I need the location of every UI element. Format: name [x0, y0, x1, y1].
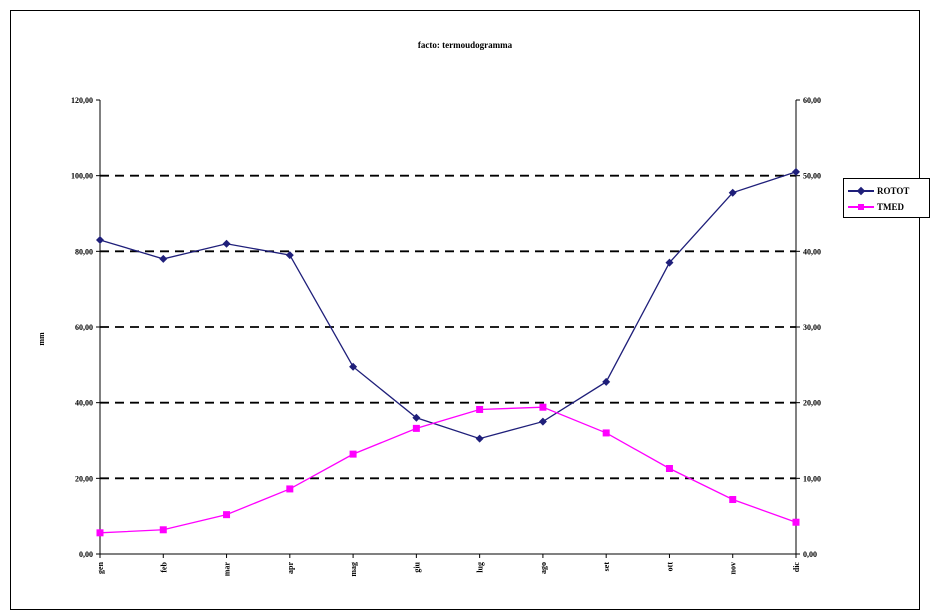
data-point-tmed	[665, 464, 673, 472]
legend-swatch-tmed	[848, 202, 874, 212]
legend-item-rotot: ROTOT	[848, 184, 909, 198]
data-point-rotot	[475, 434, 484, 443]
data-point-tmed	[286, 485, 294, 493]
y-tick-label-right: 40,00	[803, 247, 821, 256]
gridlines	[100, 174, 796, 480]
y-tick-label-left: 40,00	[75, 399, 93, 408]
x-tick-label: mar	[223, 562, 232, 577]
data-point-tmed	[349, 450, 357, 458]
series-line-tmed	[99, 406, 797, 534]
data-point-rotot	[349, 362, 358, 371]
data-point-rotot	[665, 258, 674, 267]
y-tick-label-left: 20,00	[75, 474, 93, 483]
legend-label-tmed: TMED	[877, 202, 904, 212]
data-point-tmed	[412, 424, 420, 432]
y-tick-label-left: 60,00	[75, 323, 93, 332]
y-tick-label-right: 50,00	[803, 172, 821, 181]
data-point-tmed	[539, 403, 547, 411]
data-point-tmed	[792, 518, 800, 526]
data-point-rotot	[602, 377, 611, 386]
y-tick-label-left: 100,00	[71, 172, 93, 181]
data-point-rotot	[96, 235, 104, 244]
y-tick-label-right: 0,00	[803, 550, 817, 559]
series	[96, 167, 800, 537]
chart-frame	[10, 10, 920, 610]
x-tick-label: mag	[349, 562, 358, 577]
legend-item-tmed: TMED	[848, 200, 904, 214]
data-point-tmed	[476, 405, 484, 413]
data-point-tmed	[602, 429, 610, 437]
legend-swatch-rotot	[848, 186, 874, 196]
x-tick-label: dic	[792, 562, 801, 573]
data-point-rotot	[728, 188, 737, 197]
x-tick-label: lug	[476, 562, 485, 573]
series-line-rotot	[99, 171, 797, 440]
legend: ROTOT TMED	[843, 178, 930, 218]
y-tick-label-left: 0,00	[79, 550, 93, 559]
y-tick-label-right: 30,00	[803, 323, 821, 332]
data-point-tmed	[729, 496, 737, 504]
y-axis-label: mm	[37, 332, 46, 346]
data-point-rotot	[538, 417, 547, 426]
data-point-rotot	[412, 413, 421, 422]
x-tick-label: nov	[729, 562, 738, 574]
y-tick-label-right: 20,00	[803, 399, 821, 408]
x-tick-label: ago	[539, 562, 548, 574]
x-tick-label: apr	[286, 562, 295, 574]
data-point-rotot	[222, 239, 231, 248]
data-point-rotot	[285, 251, 294, 260]
y-tick-label-right: 10,00	[803, 474, 821, 483]
x-tick-label: giu	[412, 561, 421, 572]
y-tick-label-left: 80,00	[75, 247, 93, 256]
tick-labels: 0,00 20,00 40,00 60,00 80,00 100,00 120,00 0,00…	[71, 96, 821, 577]
x-tick-label: ott	[665, 562, 674, 572]
y-tick-label-right: 60,00	[803, 96, 821, 105]
x-tick-label: feb	[159, 561, 168, 572]
legend-label-rotot: ROTOT	[877, 186, 910, 196]
data-point-tmed	[223, 511, 231, 519]
x-tick-label: gen	[96, 561, 105, 574]
chart-title: facto: termoudogramma	[418, 40, 513, 50]
x-tick-label: set	[602, 562, 611, 572]
data-point-tmed	[96, 529, 104, 537]
data-point-rotot	[792, 167, 800, 176]
y-tick-label-left: 120,00	[71, 96, 93, 105]
data-point-rotot	[159, 254, 168, 263]
data-point-tmed	[159, 526, 167, 534]
